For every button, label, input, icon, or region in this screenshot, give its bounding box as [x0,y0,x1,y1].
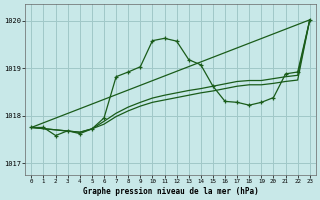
X-axis label: Graphe pression niveau de la mer (hPa): Graphe pression niveau de la mer (hPa) [83,187,259,196]
